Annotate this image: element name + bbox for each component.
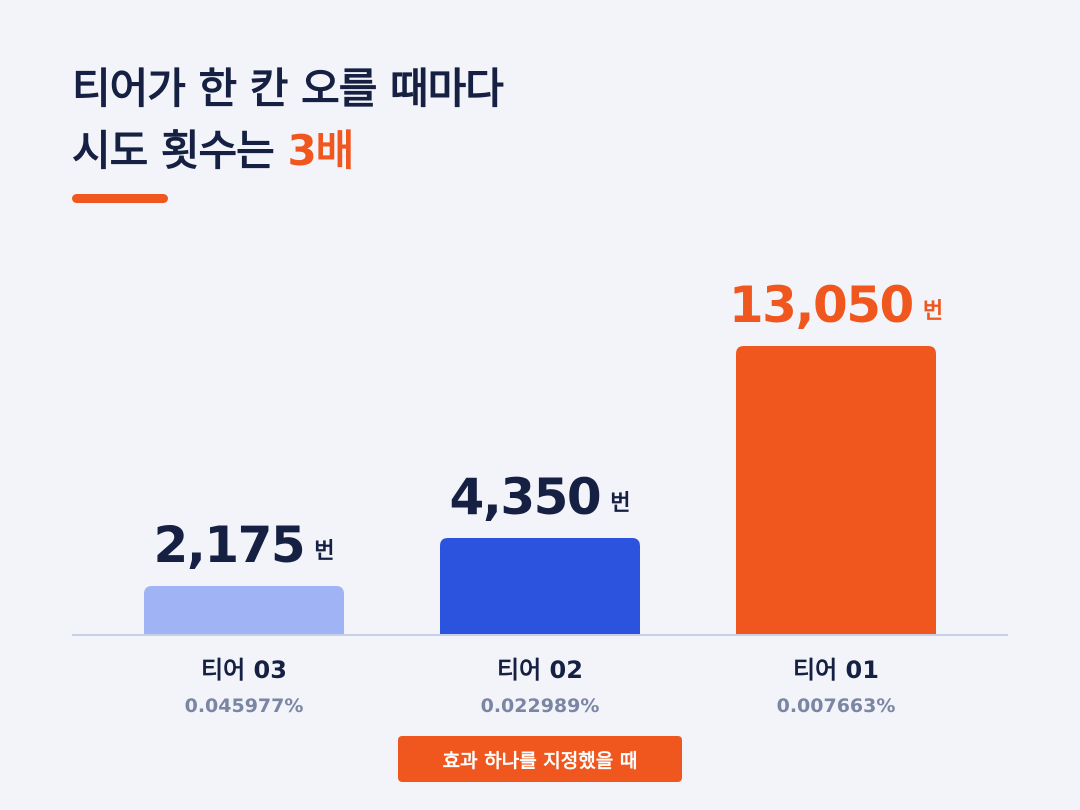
bar-tier-2 [440,538,640,634]
value-unit: 번 [610,491,630,516]
value-unit: 번 [923,299,943,324]
value-number: 2,175 [154,516,305,574]
chart-title: 티어가 한 칸 오를 때마다 시도 횟수는 3배 [72,58,504,182]
value-label: 4,350 번 [450,468,631,526]
footnote-badge: 효과 하나를 지정했을 때 [398,736,682,782]
value-unit: 번 [314,539,334,564]
value-number: 13,050 [729,276,913,334]
value-label: 13,050 번 [729,276,943,334]
title-line-2-prefix: 시도 횟수는 [72,126,288,175]
probability-label: 0.045977% [185,695,304,717]
value-label: 2,175 번 [154,516,335,574]
title-line-2-accent: 3배 [287,126,354,175]
title-line-1: 티어가 한 칸 오를 때마다 [72,64,504,113]
title-underline [72,194,168,203]
value-number: 4,350 [450,468,601,526]
probability-label: 0.022989% [481,695,600,717]
category-label: 티어 03 [201,656,287,684]
category-label: 티어 02 [497,656,583,684]
probability-label: 0.007663% [777,695,896,717]
bar-tier-1 [144,586,344,634]
bar-tier-3 [736,346,936,634]
category-label: 티어 01 [793,656,879,684]
